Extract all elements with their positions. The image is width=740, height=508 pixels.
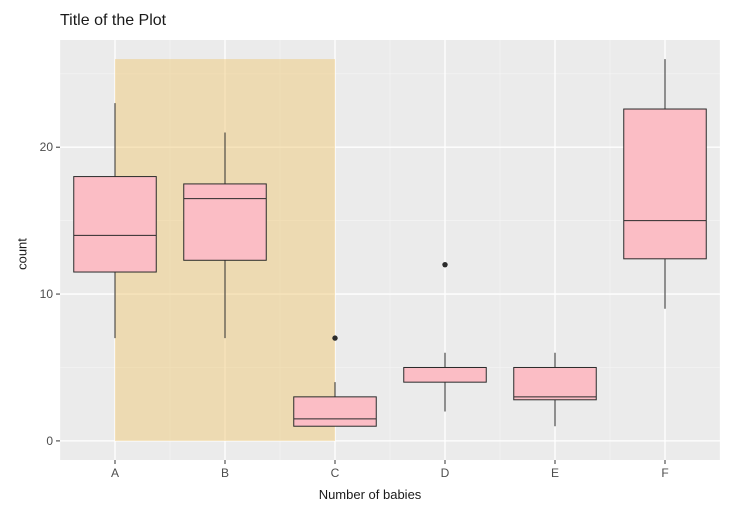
plot-container: Title of the Plot count Number of babies… [0, 0, 740, 508]
x-tick-label: F [661, 466, 668, 480]
y-tick-label: 0 [46, 434, 53, 448]
outlier [332, 335, 337, 340]
x-tick-label: D [441, 466, 450, 480]
x-tick-label: C [331, 466, 340, 480]
boxplot-F [624, 59, 707, 309]
y-tick-label: 20 [40, 140, 54, 154]
x-axis-title: Number of babies [319, 487, 422, 502]
y-tick-label: 10 [40, 287, 54, 301]
plot-panel [60, 40, 720, 460]
x-tick-label: B [221, 466, 229, 480]
x-tick-label: E [551, 466, 559, 480]
outlier [442, 262, 447, 267]
boxplot-E [514, 353, 597, 426]
plot-title: Title of the Plot [60, 12, 166, 30]
x-tick-label: A [111, 466, 119, 480]
y-axis-title: count [14, 238, 29, 270]
